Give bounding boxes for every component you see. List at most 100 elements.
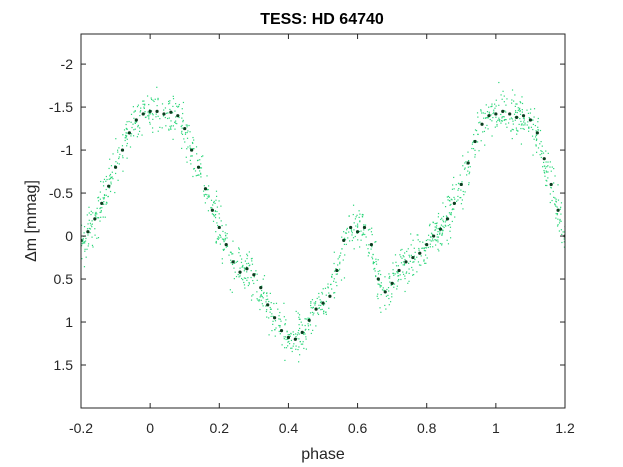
observation-point (220, 205, 222, 207)
observation-point (444, 224, 446, 226)
observation-point (156, 105, 158, 107)
observation-point (99, 191, 101, 193)
observation-point (335, 273, 337, 275)
observation-point (458, 187, 460, 190)
observation-point (474, 154, 476, 156)
observation-point (290, 339, 293, 342)
observation-point (472, 141, 474, 143)
observation-point (344, 254, 346, 256)
observation-point (352, 237, 355, 239)
observation-point (488, 113, 490, 115)
observation-point (312, 306, 315, 308)
observation-point (266, 292, 268, 295)
observation-point (437, 239, 439, 241)
observation-point (109, 190, 112, 193)
observation-point (373, 261, 375, 264)
observation-point (279, 318, 281, 320)
observation-point (461, 181, 463, 183)
observation-point (422, 247, 424, 249)
binned-mean-point (190, 148, 194, 152)
binned-mean-series (81, 109, 565, 341)
observation-point (224, 239, 226, 241)
observation-point (192, 142, 194, 144)
binned-mean-point (459, 182, 463, 187)
observation-point (517, 109, 519, 112)
observation-point (449, 224, 451, 226)
observation-point (339, 268, 341, 270)
observation-point (121, 145, 124, 147)
observation-point (337, 264, 339, 266)
observation-point (449, 230, 451, 232)
observation-point (557, 224, 559, 226)
observation-point (387, 287, 390, 289)
observation-point (434, 229, 437, 231)
observation-point (310, 302, 312, 304)
observation-point (174, 122, 177, 124)
observation-point (543, 165, 545, 167)
observation-point (521, 123, 523, 125)
binned-mean-point (390, 281, 394, 285)
observation-point (256, 298, 258, 300)
observation-point (560, 202, 563, 204)
observation-point (92, 246, 94, 248)
observation-point (103, 203, 105, 205)
observation-point (99, 211, 101, 214)
observation-point (392, 269, 394, 271)
observation-point (519, 110, 521, 113)
observation-point (442, 202, 444, 204)
observation-point (379, 285, 381, 287)
observation-point (413, 273, 415, 276)
observation-point (491, 120, 493, 122)
observation-point (253, 282, 255, 285)
observation-point (356, 214, 358, 216)
observation-point (520, 120, 522, 123)
observation-point (243, 277, 245, 279)
observation-point (348, 215, 350, 217)
observation-point (385, 308, 387, 310)
observation-point (380, 293, 382, 296)
observation-point (180, 125, 182, 128)
observation-point (501, 117, 503, 119)
observation-point (328, 307, 330, 309)
observation-point (126, 121, 128, 123)
x-axis-label: phase (301, 446, 345, 463)
observation-point (206, 194, 208, 196)
observation-point (377, 273, 380, 275)
observation-point (126, 138, 128, 140)
observation-point (250, 299, 253, 301)
observation-point (240, 261, 243, 264)
observation-point (155, 116, 157, 118)
observation-point (126, 128, 128, 130)
observation-point (183, 138, 185, 140)
observation-point (533, 138, 535, 140)
observation-point (126, 142, 128, 145)
x-tick-label: 0.6 (348, 420, 368, 436)
observation-point (96, 237, 98, 239)
observation-point (325, 313, 327, 315)
observation-point (200, 176, 202, 178)
observation-point (244, 268, 246, 270)
observation-point (314, 302, 317, 304)
observation-point (96, 207, 98, 209)
observation-point (440, 224, 443, 226)
observation-point (333, 292, 335, 294)
observation-point (375, 258, 377, 260)
observation-point (511, 128, 513, 131)
observation-point (441, 233, 443, 235)
observation-point (222, 230, 224, 233)
observation-point (508, 122, 510, 124)
observation-point (308, 317, 311, 320)
observation-point (221, 224, 223, 227)
observation-point (493, 109, 495, 111)
observation-point (102, 181, 104, 183)
observation-point (284, 359, 286, 362)
observation-point (397, 265, 399, 267)
observation-point (449, 204, 451, 206)
observation-point (394, 254, 397, 256)
observation-point (222, 248, 224, 251)
observation-point (284, 347, 286, 349)
observation-point (545, 170, 547, 172)
observation-point (81, 258, 83, 260)
observation-point (261, 295, 263, 298)
observation-point (266, 316, 268, 318)
